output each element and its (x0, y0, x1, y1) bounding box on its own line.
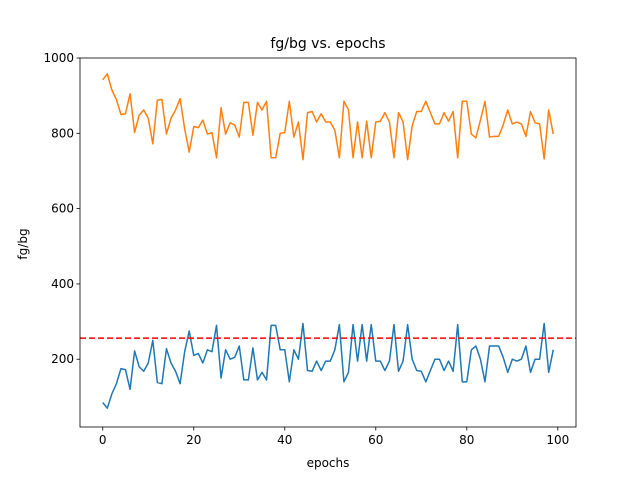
chart-title: fg/bg vs. epochs (270, 36, 385, 52)
series-line-0 (102, 73, 554, 161)
x-axis-ticks: 0 20 40 60 80 100 (99, 427, 569, 447)
y-tick-label: 1000 (43, 51, 74, 65)
x-tick-label: 20 (186, 433, 201, 447)
x-tick-label: 80 (459, 433, 474, 447)
x-tick-label: 40 (277, 433, 292, 447)
y-tick-label: 800 (51, 126, 74, 140)
plot-area (79, 57, 577, 428)
y-tick-label: 400 (51, 277, 74, 291)
axes-frame (79, 57, 577, 428)
x-tick-label: 0 (99, 433, 107, 447)
y-tick-label: 200 (51, 352, 74, 366)
y-axis-label: fg/bg (16, 228, 30, 259)
y-axis-ticks: 200 400 600 800 1000 (43, 51, 80, 366)
x-tick-label: 100 (546, 433, 569, 447)
x-axis-label: epochs (307, 456, 350, 470)
y-tick-label: 600 (51, 202, 74, 216)
series-line-1 (102, 322, 554, 409)
x-tick-label: 60 (368, 433, 383, 447)
